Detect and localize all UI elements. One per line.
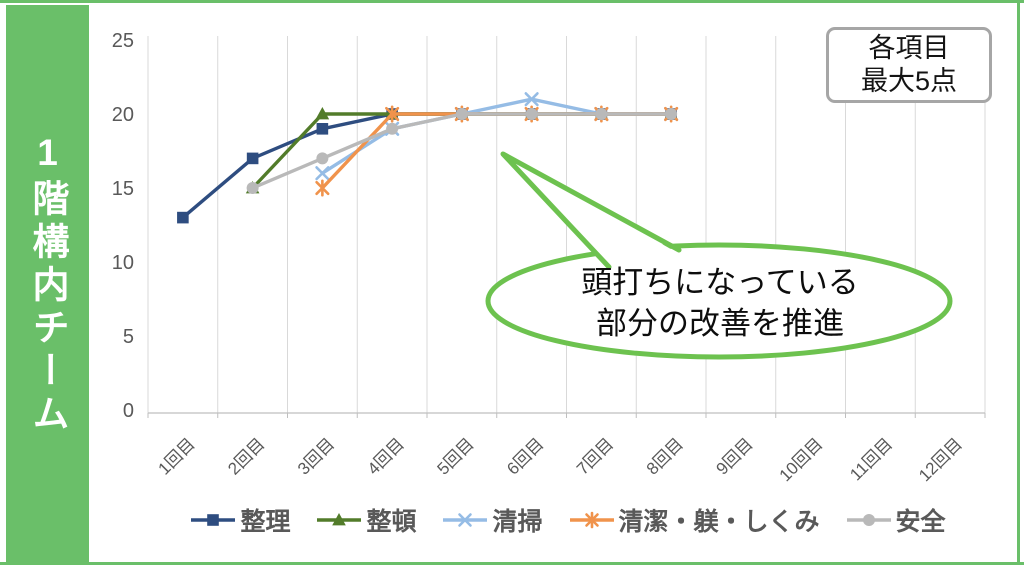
- legend-item-3: 清潔・躾・しくみ: [569, 502, 820, 538]
- callout-line-2: 部分の改善を推進: [596, 306, 844, 341]
- slide-border-bottom: [0, 562, 1024, 565]
- legend-triangle-marker-icon: [317, 513, 362, 526]
- legend-item-2: 清掃: [442, 502, 543, 538]
- callout-bubble-ellipse: [485, 242, 953, 360]
- series-line: [251, 112, 672, 190]
- x-axis-category-label: 11回目: [846, 434, 896, 484]
- y-axis-tick-label: 25: [112, 30, 134, 52]
- note-line-1: 各項目: [868, 33, 950, 63]
- legend-item-1: 整頓: [316, 502, 416, 538]
- y-axis-tick-label: 15: [112, 178, 134, 200]
- slide-border-right: [1017, 0, 1020, 565]
- y-axis-tick-label: 0: [123, 400, 134, 422]
- slide-border-top: [0, 0, 1024, 3]
- marker-triangle: [315, 107, 330, 120]
- legend-circle-marker-icon: [846, 514, 891, 526]
- max-score-note-box: 各項目 最大5点: [826, 27, 992, 103]
- legend-label: 清掃: [492, 508, 543, 536]
- legend-label: 整頓: [366, 508, 417, 536]
- y-axis-tick-label: 20: [112, 104, 134, 126]
- x-axis-category-label: 10回目: [776, 434, 827, 485]
- legend-item-4: 安全: [846, 502, 946, 538]
- marker-circle: [246, 182, 259, 194]
- note-line-2: 最大5点: [860, 66, 958, 96]
- marker-circle: [455, 108, 468, 120]
- x-axis-category-label: 6回目: [503, 434, 547, 478]
- legend-label: 清潔・躾・しくみ: [618, 508, 820, 536]
- marker-square: [246, 152, 259, 165]
- team-sidebar: 1階構内チーム: [6, 5, 89, 563]
- marker-x-stroke: [315, 166, 330, 181]
- marker-circle: [316, 152, 329, 165]
- marker-circle: [525, 108, 538, 120]
- chart-legend: 整理 整頓 清掃 清潔・躾・しくみ 安全: [148, 499, 988, 541]
- legend-x-marker-icon: [443, 513, 488, 527]
- x-axis-category-label: 8回目: [643, 434, 687, 478]
- legend-square-marker-icon: [191, 514, 236, 526]
- callout-line-1: 頭打ちになっている: [581, 265, 859, 300]
- x-axis-category-label: 4回目: [364, 434, 408, 478]
- marker-x-stroke: [524, 92, 539, 107]
- series-line: [251, 112, 672, 190]
- x-axis-category-label: 9回目: [713, 434, 757, 478]
- team-sidebar-label: 1階構内チーム: [27, 131, 68, 437]
- legend-label: 安全: [895, 508, 946, 536]
- x-axis-category-label: 7回目: [573, 434, 617, 478]
- marker-square: [177, 211, 189, 224]
- legend-item-0: 整理: [190, 502, 290, 538]
- marker-circle: [386, 122, 399, 135]
- x-axis-category-label: 3回目: [294, 434, 338, 478]
- callout-bubble-tail-outline: [500, 151, 682, 270]
- callout-bubble-text: 頭打ちになっている 部分の改善を推進: [504, 262, 936, 344]
- x-axis-category-label: 2回目: [224, 434, 268, 478]
- y-axis-tick-label: 5: [123, 326, 134, 348]
- legend-label: 整理: [240, 508, 291, 536]
- x-axis-category-label: 12回目: [915, 434, 966, 485]
- marker-square: [316, 123, 329, 135]
- callout-bubble-tail-fill: [503, 154, 676, 268]
- marker-circle: [665, 108, 678, 120]
- x-axis-category-label: 1回目: [155, 434, 199, 478]
- marker-circle: [595, 108, 608, 120]
- legend-asterisk-marker-icon: [569, 511, 614, 529]
- y-axis-tick-label: 10: [112, 252, 134, 274]
- x-axis-category-label: 5回目: [434, 434, 478, 478]
